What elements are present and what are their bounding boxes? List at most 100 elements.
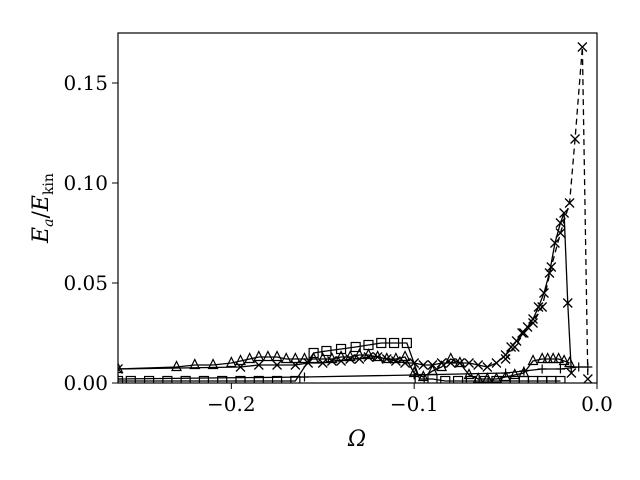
- data-point: [537, 364, 547, 374]
- data-point: [454, 356, 466, 368]
- data-point: [558, 354, 570, 366]
- data-point: [527, 354, 539, 366]
- data-point: [317, 352, 329, 364]
- x-axis: −0.2 −0.1 0.0: [207, 383, 613, 416]
- data-point: [465, 375, 476, 383]
- data-point: [509, 342, 520, 352]
- data-point: [225, 356, 237, 368]
- data-point: [171, 360, 182, 372]
- data-point: [464, 358, 474, 368]
- data-point: [244, 352, 256, 364]
- data-point: [544, 268, 555, 278]
- data-point: [570, 134, 581, 144]
- data-point: [381, 352, 393, 364]
- data-point: [125, 375, 136, 383]
- data-point: [335, 350, 347, 362]
- data-point: [482, 362, 493, 372]
- data-point: [388, 337, 400, 349]
- data-point: [536, 352, 548, 364]
- series-layer: [118, 42, 593, 383]
- plot-frame: [117, 32, 598, 384]
- data-point: [262, 350, 274, 362]
- data-point: [577, 42, 588, 52]
- data-point: [390, 352, 402, 364]
- data-point: [445, 352, 457, 364]
- data-point: [491, 358, 502, 368]
- data-point: [350, 341, 361, 353]
- data-point: [574, 362, 584, 372]
- data-point: [555, 228, 566, 238]
- data-point: [372, 350, 384, 362]
- data-point: [440, 375, 451, 383]
- data-point: [555, 218, 566, 228]
- data-point: [553, 352, 565, 364]
- data-point: [271, 350, 283, 362]
- y-label-slash: /: [29, 211, 54, 219]
- data-point: [235, 354, 246, 366]
- series-x-dashed: [500, 42, 593, 383]
- data-point: [555, 375, 566, 383]
- data-point: [436, 358, 447, 368]
- x-tick-label: 0.0: [581, 392, 613, 416]
- data-point: [217, 375, 228, 383]
- data-point: [299, 372, 309, 382]
- data-point: [344, 350, 356, 362]
- data-point: [321, 345, 332, 357]
- data-point: [509, 368, 521, 380]
- data-point: [299, 352, 310, 364]
- data-point: [555, 364, 565, 374]
- data-point: [271, 375, 283, 383]
- data-point: [253, 360, 264, 370]
- data-point: [198, 375, 210, 383]
- data-point: [546, 262, 557, 272]
- data-point: [280, 352, 292, 364]
- data-point: [418, 360, 429, 370]
- data-point: [308, 347, 319, 359]
- data-point: [362, 348, 374, 360]
- data-point: [363, 352, 374, 362]
- x-axis-label: Ω: [347, 427, 366, 452]
- data-point: [500, 354, 511, 364]
- data-point: [326, 352, 338, 364]
- data-point: [547, 352, 559, 364]
- y-label-sub-kin: kin: [41, 173, 57, 195]
- y-tick-label: 0.15: [63, 71, 108, 95]
- series-plus-solid: [118, 362, 593, 383]
- data-point: [353, 348, 365, 360]
- data-point: [500, 350, 511, 360]
- data-point: [564, 356, 576, 368]
- data-point: [401, 337, 412, 349]
- data-point: [562, 298, 573, 308]
- series-line: [118, 342, 561, 382]
- series-x-solid: [118, 208, 577, 378]
- data-point: [566, 368, 577, 378]
- data-point: [522, 322, 533, 332]
- data-point: [518, 328, 529, 338]
- data-point: [564, 198, 575, 208]
- data-point: [452, 375, 464, 383]
- y-tick-label: 0.10: [63, 171, 108, 195]
- y-label-e2: E: [29, 195, 54, 212]
- y-tick-label: 0.05: [63, 271, 108, 295]
- data-point: [583, 362, 593, 372]
- data-point: [473, 360, 484, 370]
- data-point: [501, 368, 511, 378]
- data-point: [478, 375, 489, 383]
- data-point: [180, 375, 191, 383]
- data-point: [289, 352, 301, 364]
- data-point: [118, 375, 124, 383]
- data-point: [539, 288, 549, 298]
- series-line: [118, 354, 570, 380]
- data-point: [253, 375, 264, 383]
- data-point: [511, 336, 522, 346]
- svg-text:Ea/Ekin: Ea/Ekin: [29, 173, 57, 244]
- data-point: [376, 337, 387, 349]
- data-point: [542, 352, 554, 364]
- y-label-e: E: [29, 227, 54, 244]
- data-point: [118, 362, 124, 374]
- series-square-solid: [118, 337, 566, 383]
- x-tick-label: −0.1: [390, 392, 439, 416]
- data-point: [537, 302, 548, 312]
- data-point: [409, 370, 419, 380]
